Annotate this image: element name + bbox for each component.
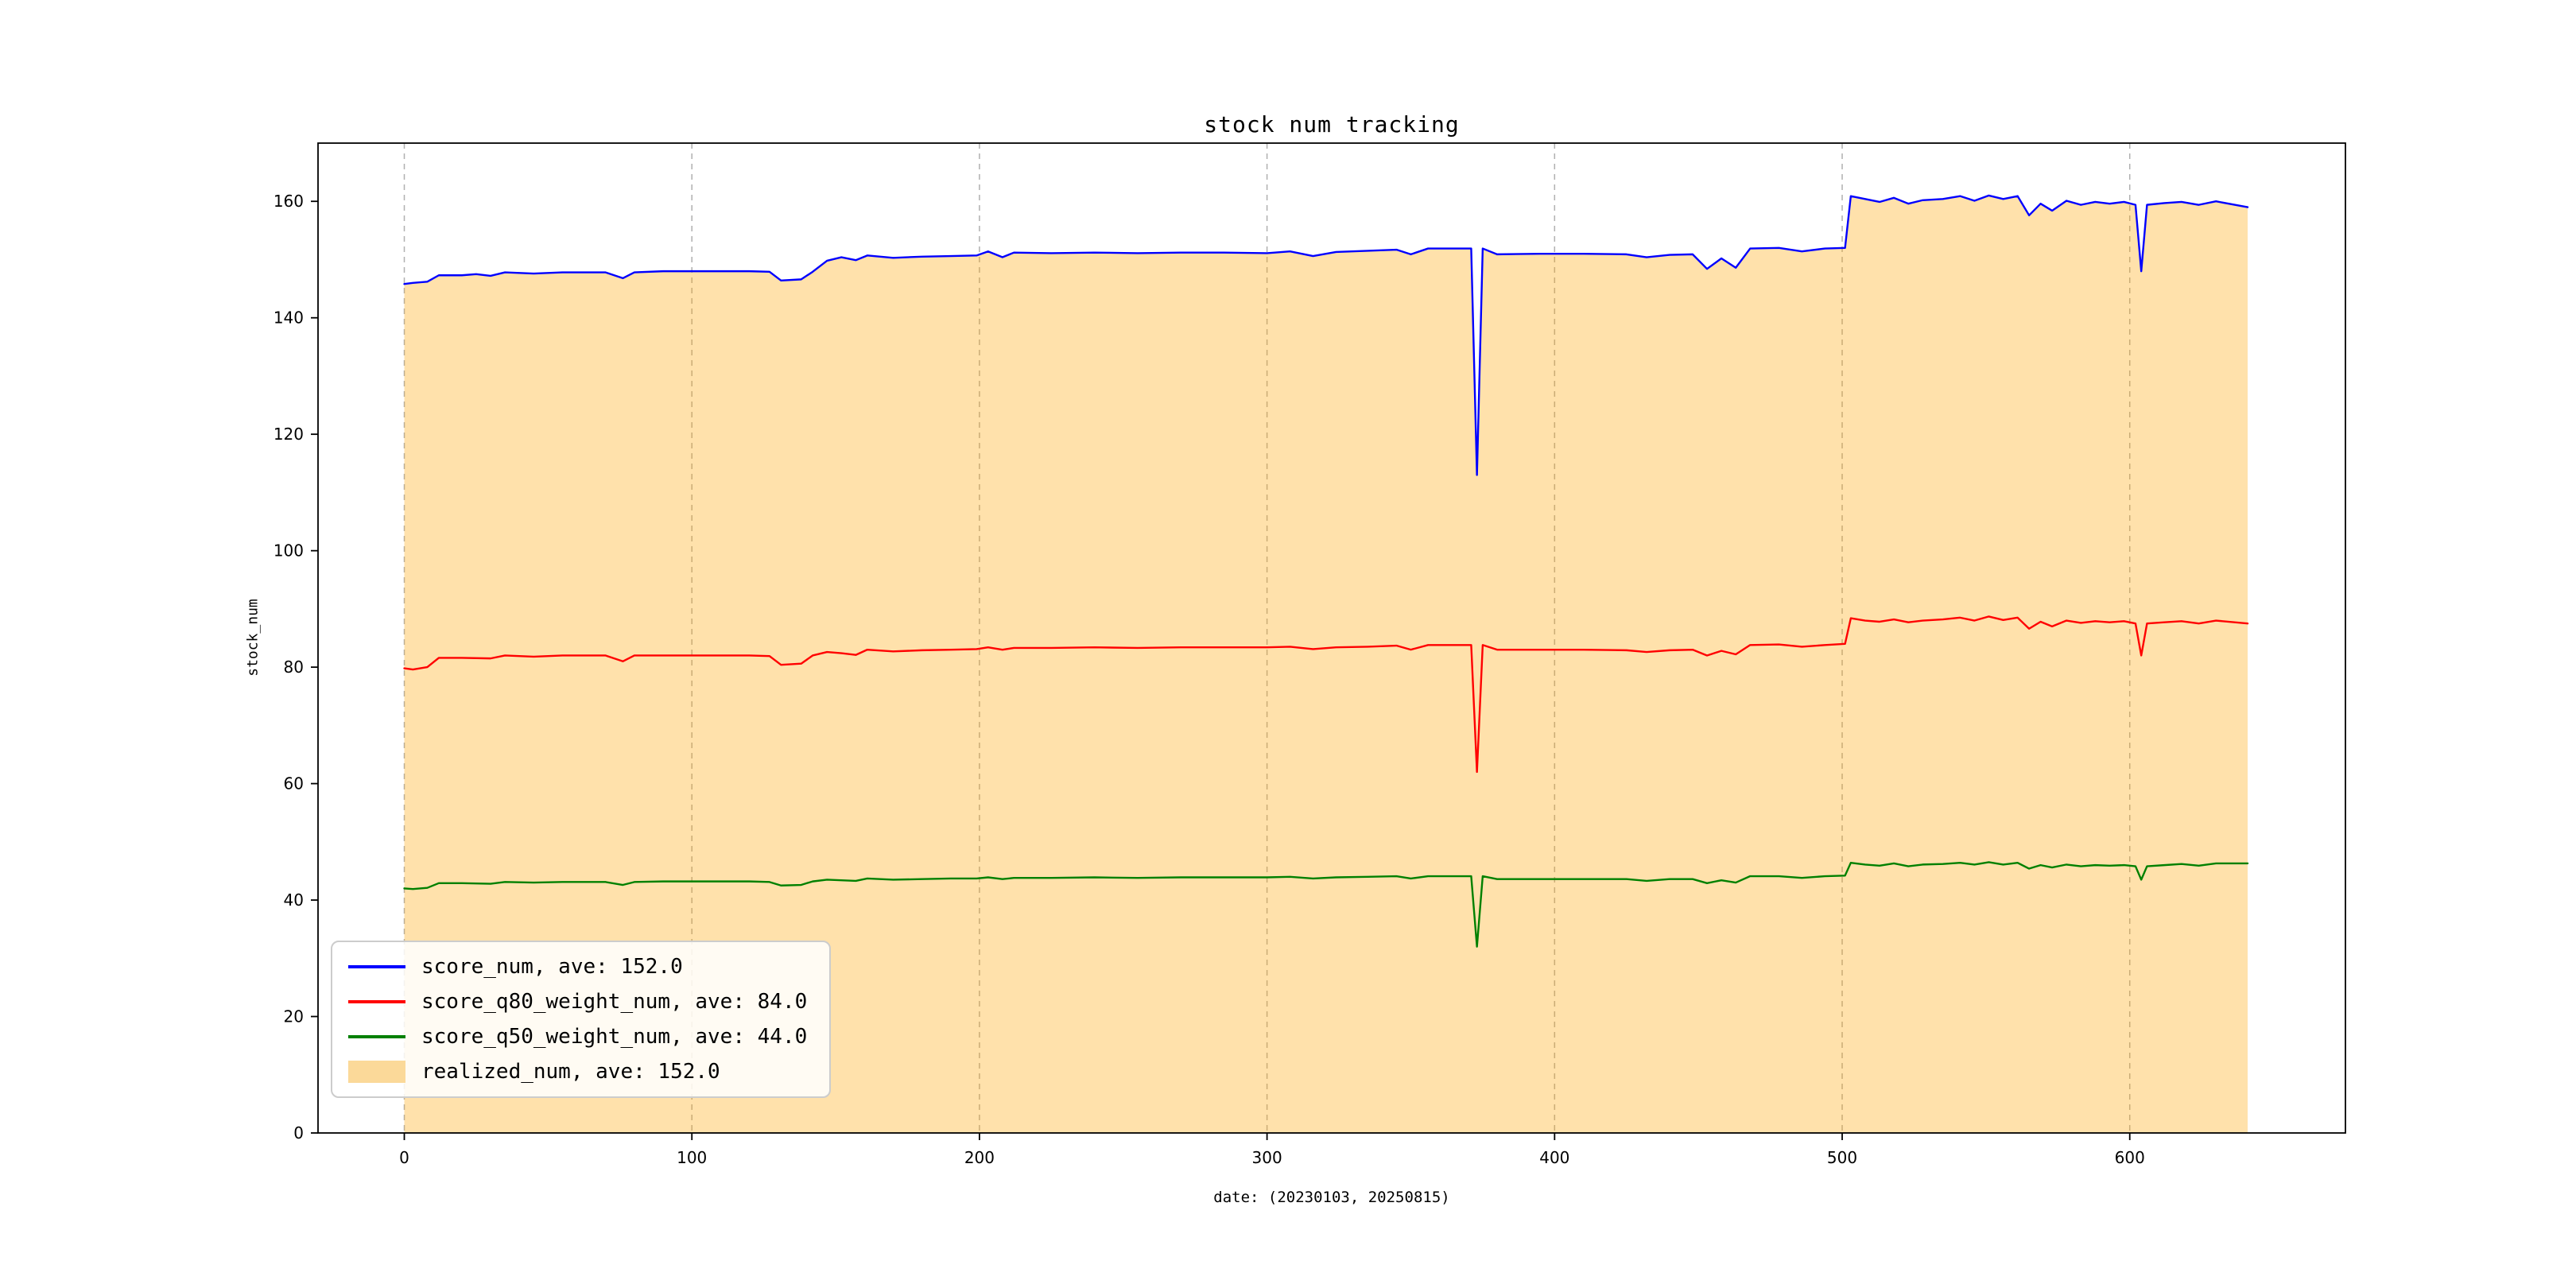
chart-title: stock num tracking xyxy=(1204,111,1460,138)
legend-label: realized_num, ave: 152.0 xyxy=(421,1060,720,1084)
legend-label: score_q50_weight_num, ave: 44.0 xyxy=(421,1025,808,1049)
legend-line-swatch-green xyxy=(348,1035,405,1038)
y-tick-label: 160 xyxy=(274,192,304,211)
y-tick-label: 20 xyxy=(284,1007,304,1026)
x-axis-label: date: (20230103, 20250815) xyxy=(1213,1189,1450,1206)
y-tick-label: 40 xyxy=(284,890,304,910)
legend-item-score-q50: score_q50_weight_num, ave: 44.0 xyxy=(348,1025,807,1049)
y-tick-label: 0 xyxy=(293,1123,304,1143)
x-tick-label: 600 xyxy=(2115,1148,2145,1167)
legend-area-swatch-orange xyxy=(348,1061,405,1083)
area-realized-num xyxy=(404,195,2248,1134)
x-tick-label: 400 xyxy=(1539,1148,1569,1167)
x-tick-label: 300 xyxy=(1252,1148,1282,1167)
y-tick-label: 60 xyxy=(284,774,304,793)
line-series-1 xyxy=(403,615,2249,774)
x-tick-label: 200 xyxy=(964,1148,995,1167)
line-series-2 xyxy=(403,861,2249,948)
legend-line-swatch-red xyxy=(348,1000,405,1003)
y-tick-label: 140 xyxy=(274,308,304,328)
legend-item-realized-num: realized_num, ave: 152.0 xyxy=(348,1060,807,1084)
legend-label: score_num, ave: 152.0 xyxy=(421,955,683,979)
axes-frame xyxy=(317,142,2346,1134)
y-axis-label: stock_num xyxy=(244,599,262,677)
x-tick-label: 0 xyxy=(399,1148,409,1167)
y-tick-label: 100 xyxy=(274,541,304,561)
legend-item-score-num: score_num, ave: 152.0 xyxy=(348,955,807,979)
x-tick-label: 500 xyxy=(1827,1148,1857,1167)
legend: score_num, ave: 152.0 score_q80_weight_n… xyxy=(331,941,832,1098)
legend-item-score-q80: score_q80_weight_num, ave: 84.0 xyxy=(348,990,807,1014)
legend-label: score_q80_weight_num, ave: 84.0 xyxy=(421,990,808,1014)
x-tick-label: 100 xyxy=(677,1148,707,1167)
y-tick-label: 120 xyxy=(274,425,304,444)
legend-line-swatch-blue xyxy=(348,965,405,968)
line-series-0 xyxy=(403,194,2249,476)
y-tick-label: 80 xyxy=(284,658,304,677)
